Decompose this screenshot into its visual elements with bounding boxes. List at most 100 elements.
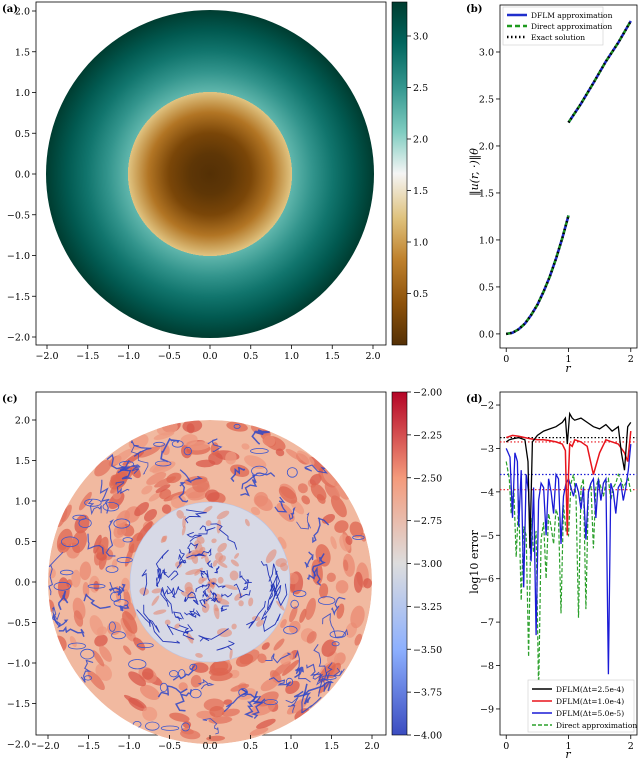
- panel-d-legend: DFLM(Δt=2.5e-4) DFLM(Δt=1.0e-4) DFLM(Δt=…: [527, 679, 637, 733]
- panel-c-low-error-contour: [304, 551, 314, 569]
- ytick-label: 0.5: [479, 282, 494, 293]
- panel-c-error-blob: [353, 571, 363, 593]
- panel-a-xtick-label: −0.5: [158, 351, 181, 362]
- panel-c-low-error-loop: [177, 669, 186, 679]
- panel-c-ytick-label: −0.5: [7, 618, 30, 629]
- panel-c-inner-contour: [178, 549, 187, 565]
- panel-c-error-blob: [139, 684, 160, 701]
- panel-c-low-error-contour: [330, 596, 346, 616]
- panel-c-inner-contour: [211, 582, 215, 585]
- panel-c-xtick-label: 2.0: [364, 741, 379, 752]
- panel-c-ytick-label: 1.0: [15, 497, 30, 508]
- panel-c-error-blob: [282, 659, 300, 676]
- panel-c-low-error-contours: [48, 423, 365, 735]
- panel-c-error-blob: [328, 662, 341, 679]
- panel-c-error-blob: [306, 631, 317, 644]
- panel-c-low-error-loop: [59, 569, 74, 576]
- panel-c-error-blob: [289, 605, 298, 623]
- panel-c-inner-contours: [136, 505, 289, 660]
- panel-c-inner-contour: [183, 591, 196, 602]
- panel-c-low-error-contour: [83, 593, 111, 610]
- panel-c-inner-region: [130, 502, 290, 662]
- panel-c-low-error-loop: [290, 599, 299, 609]
- panel-a-ytick-label: 1.0: [15, 88, 30, 99]
- panel-c-low-error-contour: [241, 472, 276, 490]
- panel-c-inner-contour: [173, 611, 184, 621]
- panel-c-error-blob: [335, 580, 349, 594]
- panel-c-low-error-contour: [293, 690, 312, 705]
- ytick-label: −8: [480, 661, 494, 672]
- panel-c-error-blob: [263, 435, 276, 447]
- panel-a-cbar-tick-label: 1.5: [413, 186, 428, 197]
- panel-c-low-error-loop: [331, 641, 340, 647]
- panel-c-inner-contour: [136, 609, 160, 633]
- panel-c-low-error-contour: [105, 519, 116, 557]
- panel-b: (b) 0 1 2 0.0 0.5 1.0 1.5 2.0 2.5 3.0 r ‖u(r, ·)…: [466, 4, 638, 375]
- series-dflm: [505, 215, 570, 336]
- panel-c-inner-blob: [229, 570, 239, 581]
- panel-c-inner-contour: [166, 624, 190, 636]
- panel-c-low-error-loop: [160, 725, 180, 731]
- panel-c-inner-blob: [217, 576, 224, 584]
- panel-c-low-error-loop: [181, 722, 191, 732]
- panel-c-low-error-loop: [190, 688, 202, 699]
- panel-c-error-blob: [205, 489, 220, 502]
- panel-c-error-blob: [195, 459, 216, 468]
- panel-c-inner-blob: [185, 586, 195, 596]
- panel-c-error-blob: [123, 694, 145, 709]
- panel-c-inner-blob: [201, 577, 207, 582]
- panel-c-error-blob: [354, 633, 363, 646]
- panel-c-error-blob: [321, 639, 337, 657]
- panel-c-error-blob: [330, 495, 347, 518]
- panel-c-inner-contour: [187, 542, 199, 554]
- panel-c-inner-contour: [205, 597, 218, 603]
- panel-c-error-blob: [141, 485, 153, 495]
- panel-c-inner-contour: [203, 583, 210, 587]
- panel-c-error-blob: [309, 473, 322, 486]
- panel-c-cbar-tick-label: −3.00: [413, 559, 442, 570]
- panel-c-error-blob: [273, 638, 285, 651]
- panel-c-error-blob: [260, 677, 279, 692]
- panel-c-interface: [129, 501, 291, 663]
- panel-c-low-error-contour: [119, 459, 132, 480]
- panel-c-low-error-contour: [160, 437, 180, 463]
- panel-b-x-axis: 0 1 2: [503, 348, 634, 365]
- panel-c-error-blob: [249, 727, 269, 736]
- panel-c-error-blob: [71, 530, 88, 553]
- panel-c-xtick-label: −1.5: [77, 741, 100, 752]
- panel-c-low-error-loop: [119, 460, 135, 468]
- panel-c-inner-contour: [156, 574, 162, 588]
- panel-c-low-error-contour: [332, 667, 345, 677]
- panel-c-inner-contour: [233, 583, 251, 598]
- panel-c-ytick-label: −2.0: [7, 740, 30, 751]
- xtick-label: 2: [628, 741, 634, 752]
- panel-c-low-error-loop: [250, 448, 269, 454]
- panel-a-cbar-tick-label: 1.0: [413, 237, 428, 248]
- panel-c-low-error-loop: [61, 536, 80, 548]
- panel-c-error-blob: [92, 650, 105, 667]
- panel-a-cbar-tick-label: 2.5: [413, 83, 428, 94]
- panel-c-xtick-label: −2.0: [36, 741, 59, 752]
- panel-c-inner-contour: [141, 569, 148, 597]
- panel-c-inner-contour: [216, 640, 235, 651]
- ytick-label: 2.0: [479, 141, 494, 152]
- panel-b-frame: [499, 4, 638, 349]
- panel-a: (a) −2.0 −1.5 −1.0 −0.5 0.0 0.5 1.0 1.5 2.0 2.0 1…: [2, 1, 428, 362]
- panel-c-cbar-tick-label: −4.00: [413, 731, 442, 742]
- panel-c-inner-blob: [174, 623, 181, 629]
- panel-c-inner-blob: [205, 520, 212, 527]
- panel-c-xtick-label: 0.0: [202, 741, 217, 752]
- panel-c-error-blob: [301, 495, 311, 505]
- panel-c-cbar-tick-label: −3.25: [413, 602, 442, 613]
- panel-c-inner-blob: [217, 628, 232, 638]
- panel-c-error-blob: [190, 674, 202, 688]
- legend-label-exact: Exact solution: [531, 33, 585, 42]
- panel-c-low-error-loop: [116, 556, 133, 564]
- series-dflm-dt10: [505, 431, 632, 536]
- panel-c-ytick-label: 0.0: [15, 578, 30, 589]
- panel-c-error-blob: [305, 597, 316, 620]
- panel-c-low-error-loop: [102, 502, 120, 512]
- panel-a-xtick-label: 1.5: [325, 351, 340, 362]
- panel-a-ytick-label: 0.0: [15, 170, 30, 181]
